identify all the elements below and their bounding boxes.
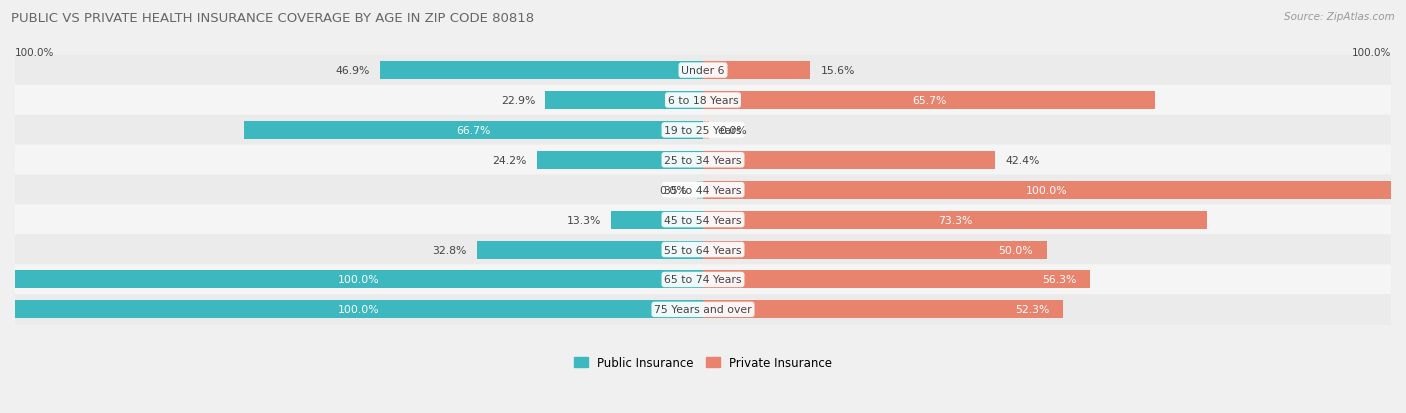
Bar [546, 92, 703, 110]
Bar [703, 181, 1391, 199]
Text: 65.7%: 65.7% [912, 96, 946, 106]
Text: PUBLIC VS PRIVATE HEALTH INSURANCE COVERAGE BY AGE IN ZIP CODE 80818: PUBLIC VS PRIVATE HEALTH INSURANCE COVER… [11, 12, 534, 25]
Text: 66.7%: 66.7% [457, 126, 491, 135]
Bar [703, 301, 1063, 318]
Text: 45 to 54 Years: 45 to 54 Years [664, 215, 742, 225]
FancyBboxPatch shape [15, 265, 1391, 295]
Text: Source: ZipAtlas.com: Source: ZipAtlas.com [1284, 12, 1395, 22]
Text: 50.0%: 50.0% [998, 245, 1033, 255]
Text: 42.4%: 42.4% [1005, 155, 1039, 165]
Bar [703, 241, 1047, 259]
Text: 100.0%: 100.0% [339, 305, 380, 315]
FancyBboxPatch shape [15, 235, 1391, 265]
Text: 100.0%: 100.0% [339, 275, 380, 285]
FancyBboxPatch shape [15, 175, 1391, 206]
Text: Under 6: Under 6 [682, 66, 724, 76]
Text: 19 to 25 Years: 19 to 25 Years [664, 126, 742, 135]
Bar [381, 62, 703, 80]
Bar [15, 301, 703, 318]
Text: 22.9%: 22.9% [501, 96, 536, 106]
Bar [537, 152, 703, 169]
Text: 52.3%: 52.3% [1015, 305, 1049, 315]
Text: 15.6%: 15.6% [821, 66, 855, 76]
Bar [612, 211, 703, 229]
Bar [697, 181, 703, 199]
Bar [15, 271, 703, 289]
Text: 0.0%: 0.0% [659, 185, 688, 195]
Bar [703, 62, 810, 80]
Text: 0.0%: 0.0% [718, 126, 747, 135]
Text: 13.3%: 13.3% [567, 215, 602, 225]
Text: 6 to 18 Years: 6 to 18 Years [668, 96, 738, 106]
Text: 55 to 64 Years: 55 to 64 Years [664, 245, 742, 255]
Bar [703, 271, 1090, 289]
Text: 25 to 34 Years: 25 to 34 Years [664, 155, 742, 165]
Text: 100.0%: 100.0% [15, 47, 55, 57]
FancyBboxPatch shape [15, 205, 1391, 235]
Text: 56.3%: 56.3% [1042, 275, 1077, 285]
Text: 32.8%: 32.8% [433, 245, 467, 255]
Text: 100.0%: 100.0% [1351, 47, 1391, 57]
Text: 46.9%: 46.9% [336, 66, 370, 76]
Bar [703, 121, 709, 140]
Text: 65 to 74 Years: 65 to 74 Years [664, 275, 742, 285]
Text: 24.2%: 24.2% [492, 155, 526, 165]
FancyBboxPatch shape [15, 294, 1391, 325]
FancyBboxPatch shape [15, 115, 1391, 146]
Text: 73.3%: 73.3% [938, 215, 973, 225]
Text: 100.0%: 100.0% [1026, 185, 1067, 195]
FancyBboxPatch shape [15, 56, 1391, 86]
Text: 35 to 44 Years: 35 to 44 Years [664, 185, 742, 195]
Bar [703, 152, 994, 169]
FancyBboxPatch shape [15, 85, 1391, 116]
Bar [477, 241, 703, 259]
FancyBboxPatch shape [15, 145, 1391, 176]
Bar [703, 211, 1208, 229]
Bar [245, 121, 703, 140]
Legend: Public Insurance, Private Insurance: Public Insurance, Private Insurance [574, 356, 832, 369]
Bar [703, 92, 1154, 110]
Text: 75 Years and over: 75 Years and over [654, 305, 752, 315]
